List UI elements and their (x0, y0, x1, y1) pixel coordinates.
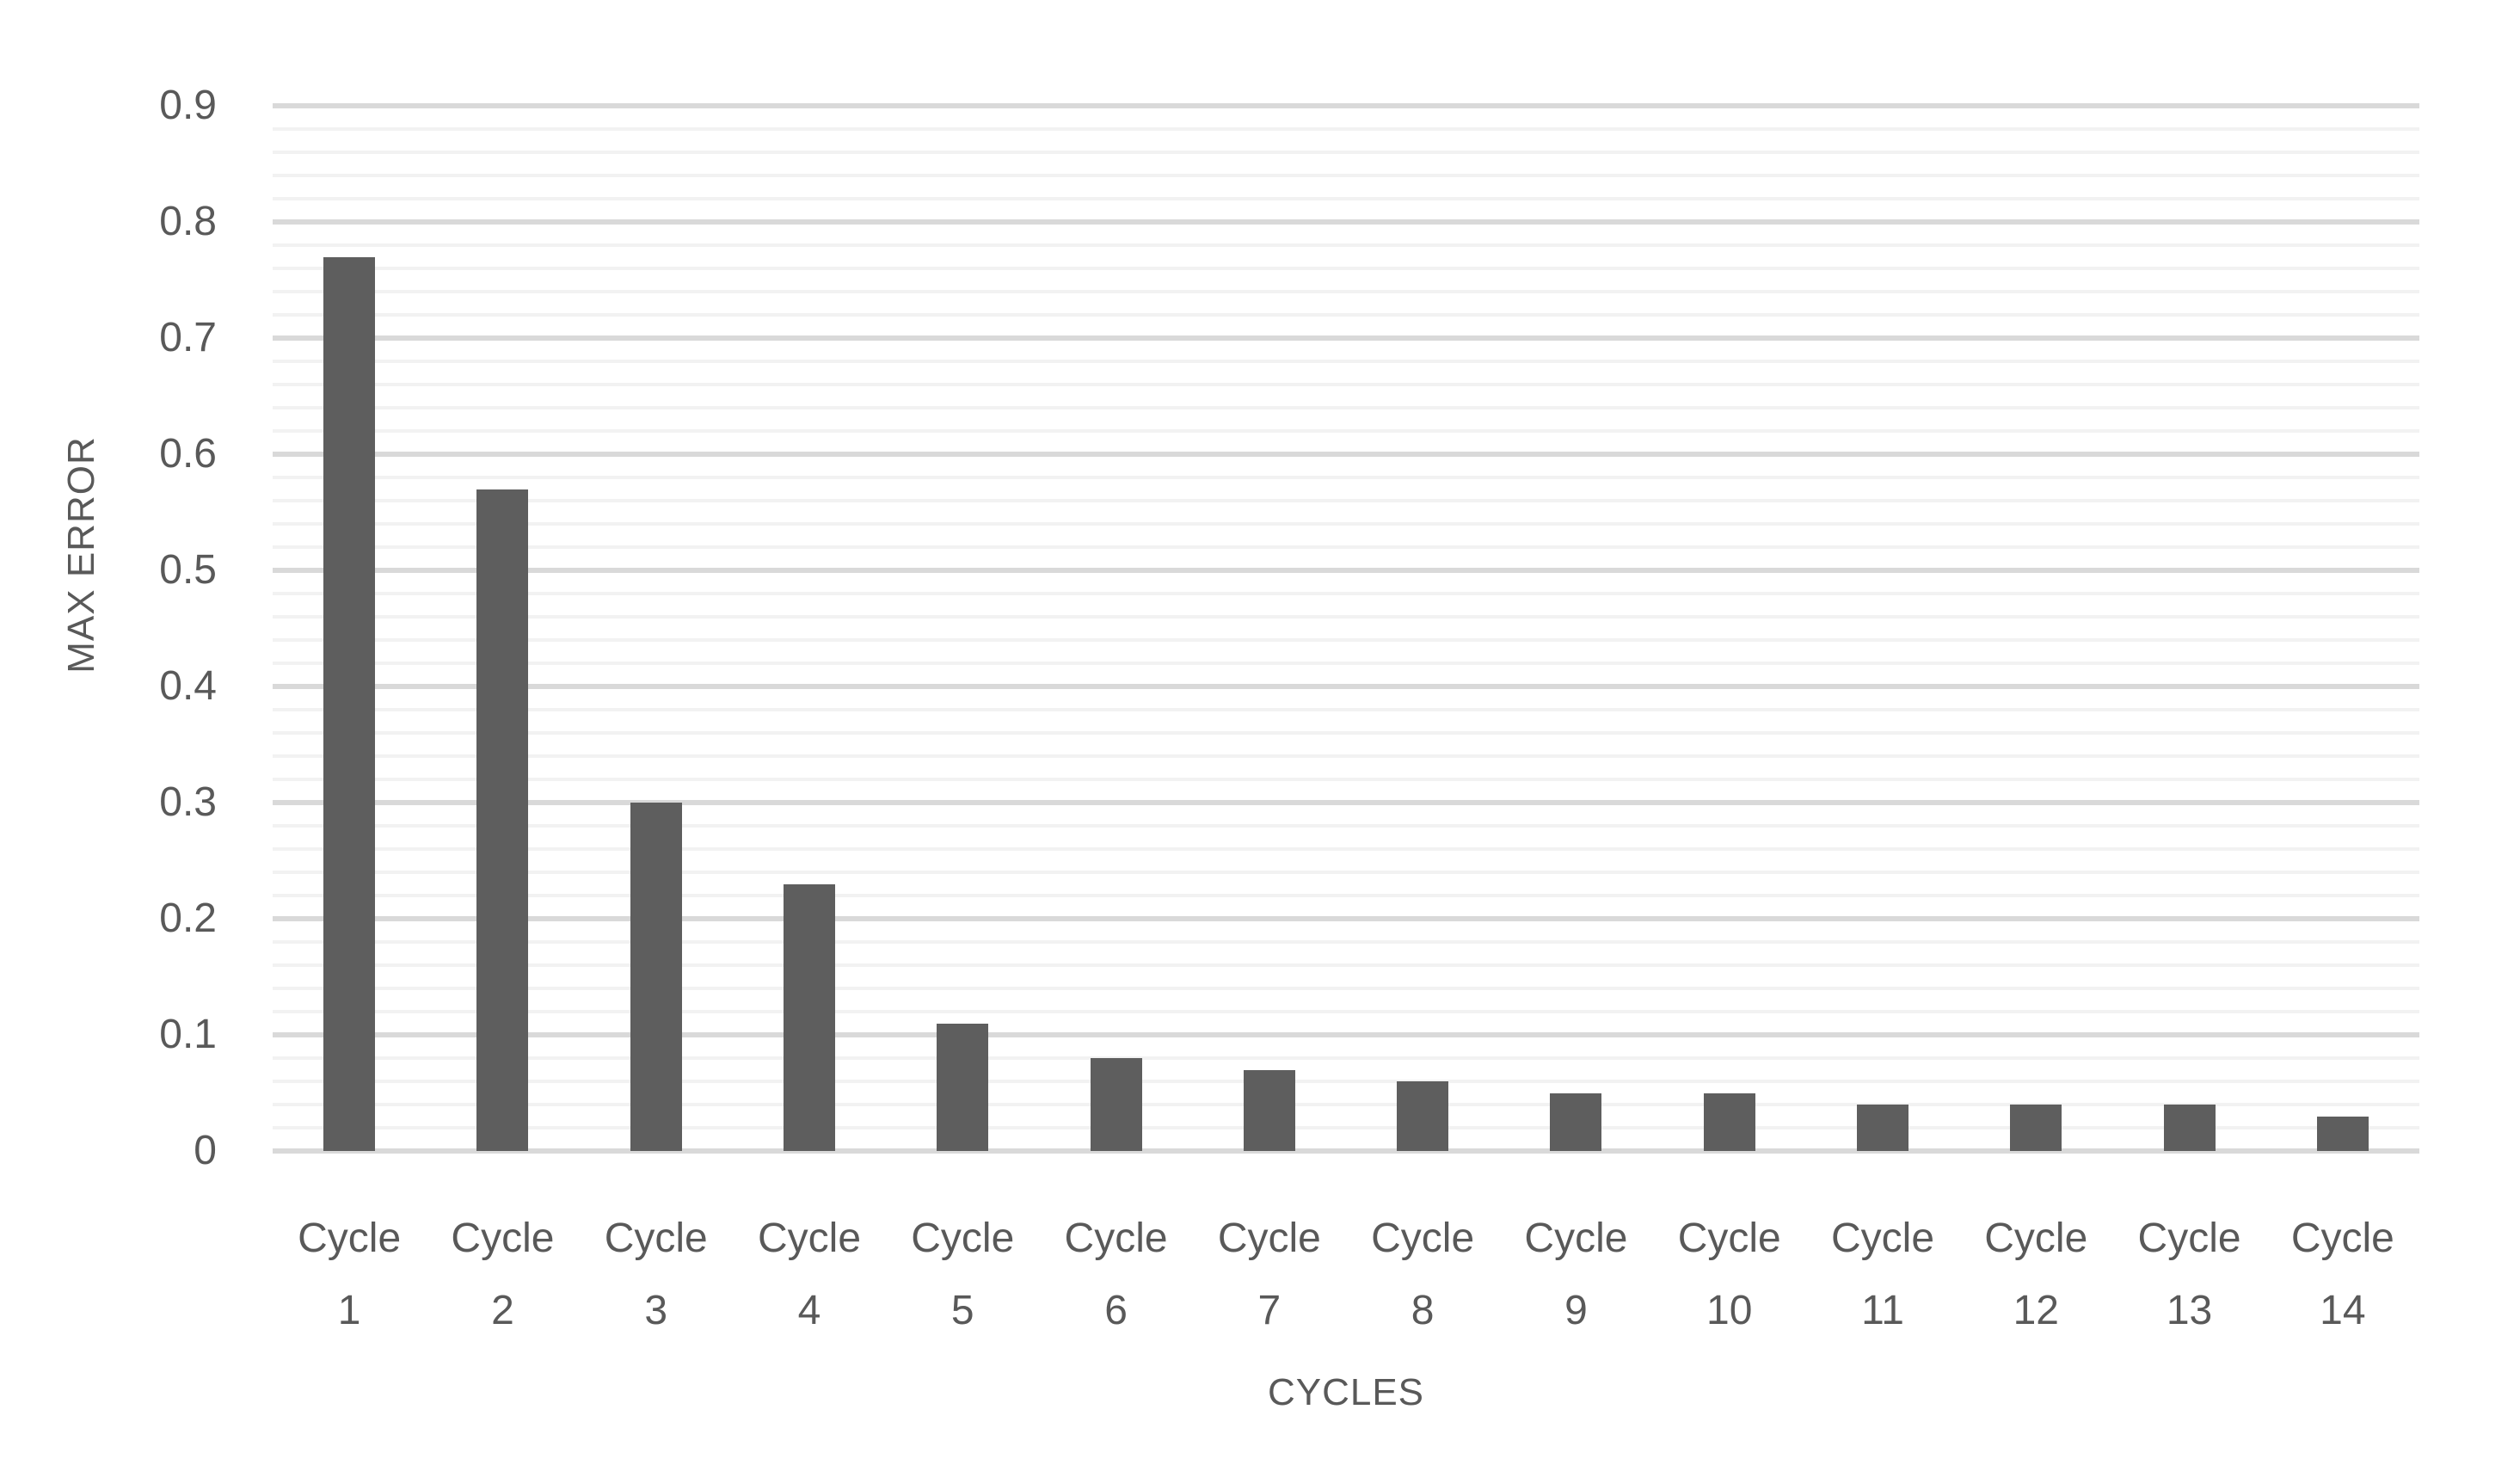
bar (937, 1023, 989, 1151)
minor-gridline (273, 522, 2419, 526)
minor-gridline (273, 127, 2419, 131)
minor-gridline (273, 662, 2419, 665)
bar (2163, 1105, 2216, 1151)
bar (630, 803, 682, 1151)
x-tick-label: Cycle 9 (1524, 1216, 1628, 1333)
x-axis-title: CYCLES (1267, 1371, 1425, 1413)
bar (323, 256, 376, 1151)
minor-gridline (273, 754, 2419, 758)
minor-gridline (273, 1126, 2419, 1129)
minor-gridline (273, 1080, 2419, 1083)
x-tick-label: Cycle 8 (1371, 1216, 1475, 1333)
bar (1857, 1105, 1908, 1151)
minor-gridline (273, 731, 2419, 735)
minor-gridline (273, 940, 2419, 944)
minor-gridline (273, 638, 2419, 642)
minor-gridline (273, 847, 2419, 851)
y-tick-label: 0.4 (159, 663, 217, 709)
major-gridline (273, 1148, 2419, 1154)
x-tick-label: Cycle 14 (2290, 1216, 2394, 1333)
x-tick-label: Cycle 4 (757, 1216, 862, 1333)
minor-gridline (273, 778, 2419, 781)
y-tick-label: 0.8 (159, 199, 217, 244)
major-gridline (273, 1032, 2419, 1037)
bar (1090, 1058, 1142, 1151)
major-gridline (273, 568, 2419, 573)
plot-area (273, 103, 2419, 1154)
minor-gridline (273, 824, 2419, 828)
y-tick-label: 0.6 (159, 431, 217, 477)
minor-gridline (273, 963, 2419, 967)
minor-gridline (273, 267, 2419, 270)
x-tick-label: Cycle 13 (2137, 1216, 2241, 1333)
bar (2316, 1116, 2369, 1151)
minor-gridline (273, 615, 2419, 619)
x-tick-label: Cycle 10 (1677, 1216, 1781, 1333)
bar (2010, 1105, 2062, 1151)
minor-gridline (273, 174, 2419, 177)
minor-gridline (273, 151, 2419, 154)
y-tick-label: 0.2 (159, 896, 217, 941)
x-tick-label: Cycle 11 (1830, 1216, 1935, 1333)
x-tick-label: Cycle 1 (298, 1216, 402, 1333)
major-gridline (273, 335, 2419, 341)
minor-gridline (273, 313, 2419, 317)
x-tick-label: Cycle 5 (911, 1216, 1015, 1333)
y-tick-label: 0.3 (159, 779, 217, 825)
y-tick-label: 0.1 (159, 1012, 217, 1057)
y-tick-label: 0.9 (159, 83, 217, 128)
minor-gridline (273, 592, 2419, 595)
minor-gridline (273, 1010, 2419, 1013)
major-gridline (273, 219, 2419, 225)
x-tick-label: Cycle 3 (604, 1216, 708, 1333)
x-tick-label: Cycle 6 (1064, 1216, 1168, 1333)
bar (1703, 1092, 1755, 1151)
minor-gridline (273, 499, 2419, 502)
bar (1550, 1092, 1602, 1151)
minor-gridline (273, 429, 2419, 433)
minor-gridline (273, 987, 2419, 990)
x-axis-tick-labels: Cycle 1 Cycle 2 Cycle 3 Cycle 4 Cycle 5 Cycle… (273, 1203, 2419, 1426)
minor-gridline (273, 290, 2419, 293)
minor-gridline (273, 1056, 2419, 1060)
minor-gridline (273, 871, 2419, 874)
minor-gridline (273, 383, 2419, 386)
minor-gridline (273, 1103, 2419, 1106)
y-axis-tick-labels: 0 0.1 0.2 0.3 0.4 0.5 0.6 0.7 0.8 0.9 (0, 85, 217, 1172)
minor-gridline (273, 406, 2419, 409)
major-gridline (273, 452, 2419, 457)
minor-gridline (273, 197, 2419, 200)
y-tick-label: 0.5 (159, 547, 217, 593)
minor-gridline (273, 894, 2419, 897)
bar (1243, 1069, 1295, 1151)
minor-gridline (273, 708, 2419, 711)
x-tick-label: Cycle 12 (1984, 1216, 2088, 1333)
bar (784, 883, 835, 1151)
y-tick-label: 0.7 (159, 315, 217, 360)
minor-gridline (273, 360, 2419, 363)
minor-gridline (273, 243, 2419, 247)
bar (1397, 1081, 1449, 1151)
major-gridline (273, 916, 2419, 921)
major-gridline (273, 800, 2419, 805)
minor-gridline (273, 545, 2419, 549)
y-tick-label: 0 (194, 1128, 217, 1173)
bar (476, 489, 529, 1151)
x-tick-label: Cycle 7 (1217, 1216, 1321, 1333)
minor-gridline (273, 476, 2419, 479)
major-gridline (273, 684, 2419, 689)
major-gridline (273, 103, 2419, 108)
x-tick-label: Cycle 2 (451, 1216, 555, 1333)
